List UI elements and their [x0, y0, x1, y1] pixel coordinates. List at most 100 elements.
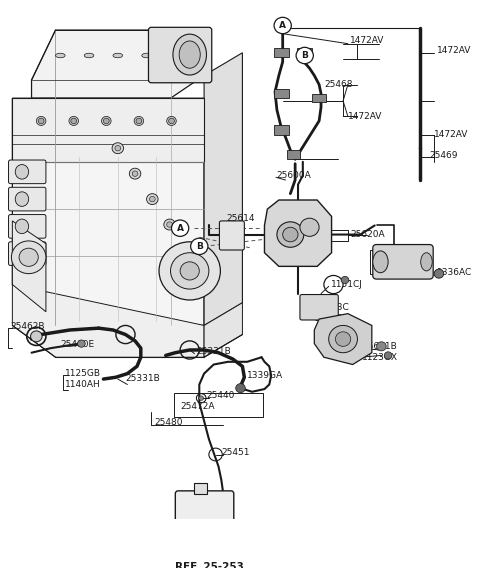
Text: 1140AH: 1140AH: [65, 380, 101, 389]
Circle shape: [78, 340, 85, 347]
Text: A: A: [177, 224, 184, 233]
FancyBboxPatch shape: [9, 242, 46, 265]
Bar: [297, 48, 312, 57]
Text: 25623C: 25623C: [314, 303, 349, 312]
Text: 22134B: 22134B: [281, 224, 315, 233]
Ellipse shape: [173, 34, 206, 75]
Text: 1472AV: 1472AV: [350, 36, 384, 45]
Circle shape: [19, 248, 38, 266]
Circle shape: [136, 118, 142, 124]
Text: 1336AC: 1336AC: [437, 268, 472, 277]
Circle shape: [149, 197, 155, 202]
Circle shape: [36, 116, 46, 126]
Circle shape: [277, 222, 304, 247]
FancyBboxPatch shape: [9, 160, 46, 183]
Circle shape: [168, 118, 174, 124]
FancyBboxPatch shape: [373, 245, 433, 279]
Text: 25614: 25614: [226, 214, 254, 223]
Text: A: A: [279, 21, 286, 30]
Ellipse shape: [56, 53, 65, 58]
Circle shape: [167, 222, 172, 227]
Ellipse shape: [84, 53, 94, 58]
Text: 25451: 25451: [221, 448, 250, 457]
Circle shape: [170, 253, 209, 289]
Text: 25600A: 25600A: [276, 171, 311, 180]
Polygon shape: [264, 200, 332, 266]
Text: 25500A: 25500A: [314, 314, 349, 323]
Text: REF. 25-253: REF. 25-253: [175, 562, 244, 568]
Circle shape: [341, 277, 349, 283]
Circle shape: [132, 171, 138, 177]
Circle shape: [329, 325, 358, 353]
Polygon shape: [12, 98, 204, 325]
Bar: [287, 150, 300, 159]
Circle shape: [115, 145, 120, 151]
Ellipse shape: [179, 41, 200, 68]
Circle shape: [12, 241, 46, 274]
Polygon shape: [204, 303, 242, 357]
Bar: [274, 48, 289, 57]
Text: 25331B: 25331B: [125, 374, 160, 383]
Ellipse shape: [170, 53, 180, 58]
Text: 25462B: 25462B: [11, 322, 45, 331]
Text: 1472AV: 1472AV: [348, 112, 382, 121]
Circle shape: [236, 383, 245, 392]
Text: B: B: [196, 242, 203, 251]
Circle shape: [101, 116, 111, 126]
Circle shape: [146, 194, 158, 204]
Text: 1472AV: 1472AV: [434, 130, 468, 139]
Ellipse shape: [15, 219, 29, 233]
Text: 25440: 25440: [206, 391, 234, 400]
Text: 1339GA: 1339GA: [247, 371, 283, 380]
Bar: [274, 89, 289, 98]
Text: 1125GB: 1125GB: [65, 369, 101, 378]
Ellipse shape: [420, 253, 432, 271]
FancyBboxPatch shape: [9, 215, 46, 238]
Circle shape: [377, 342, 386, 351]
Text: B: B: [301, 51, 308, 60]
FancyBboxPatch shape: [300, 295, 338, 320]
Circle shape: [164, 219, 175, 230]
Ellipse shape: [15, 192, 29, 206]
Text: 25331B: 25331B: [196, 347, 231, 356]
Circle shape: [274, 17, 291, 34]
Polygon shape: [194, 483, 207, 494]
Ellipse shape: [113, 53, 122, 58]
Text: 25480: 25480: [154, 418, 183, 427]
Circle shape: [191, 238, 208, 254]
Circle shape: [296, 47, 313, 64]
FancyBboxPatch shape: [219, 221, 244, 250]
Text: 25631B: 25631B: [362, 342, 397, 351]
Circle shape: [112, 143, 123, 154]
Circle shape: [159, 242, 220, 300]
Circle shape: [129, 168, 141, 179]
Circle shape: [167, 116, 176, 126]
Text: 25620A: 25620A: [351, 230, 385, 239]
Text: 1472AV: 1472AV: [437, 47, 471, 56]
Circle shape: [232, 545, 240, 552]
Bar: [312, 94, 326, 102]
FancyBboxPatch shape: [148, 27, 212, 83]
Text: 22126C: 22126C: [281, 236, 315, 245]
Circle shape: [71, 118, 77, 124]
Circle shape: [283, 227, 298, 242]
Circle shape: [199, 396, 204, 400]
Circle shape: [31, 331, 42, 342]
Text: 25468: 25468: [324, 80, 352, 89]
Text: 25460E: 25460E: [60, 340, 95, 349]
FancyBboxPatch shape: [9, 187, 46, 211]
Circle shape: [336, 332, 351, 346]
Text: 25472A: 25472A: [180, 402, 215, 411]
Text: 1151CJ: 1151CJ: [331, 280, 362, 289]
Polygon shape: [12, 98, 204, 162]
Polygon shape: [12, 285, 204, 357]
Polygon shape: [32, 30, 204, 98]
Circle shape: [384, 352, 392, 359]
Ellipse shape: [142, 53, 151, 58]
Ellipse shape: [15, 247, 29, 261]
Circle shape: [38, 118, 44, 124]
Polygon shape: [204, 53, 242, 325]
Text: 25611: 25611: [377, 244, 405, 253]
Circle shape: [300, 218, 319, 236]
Circle shape: [180, 262, 199, 280]
